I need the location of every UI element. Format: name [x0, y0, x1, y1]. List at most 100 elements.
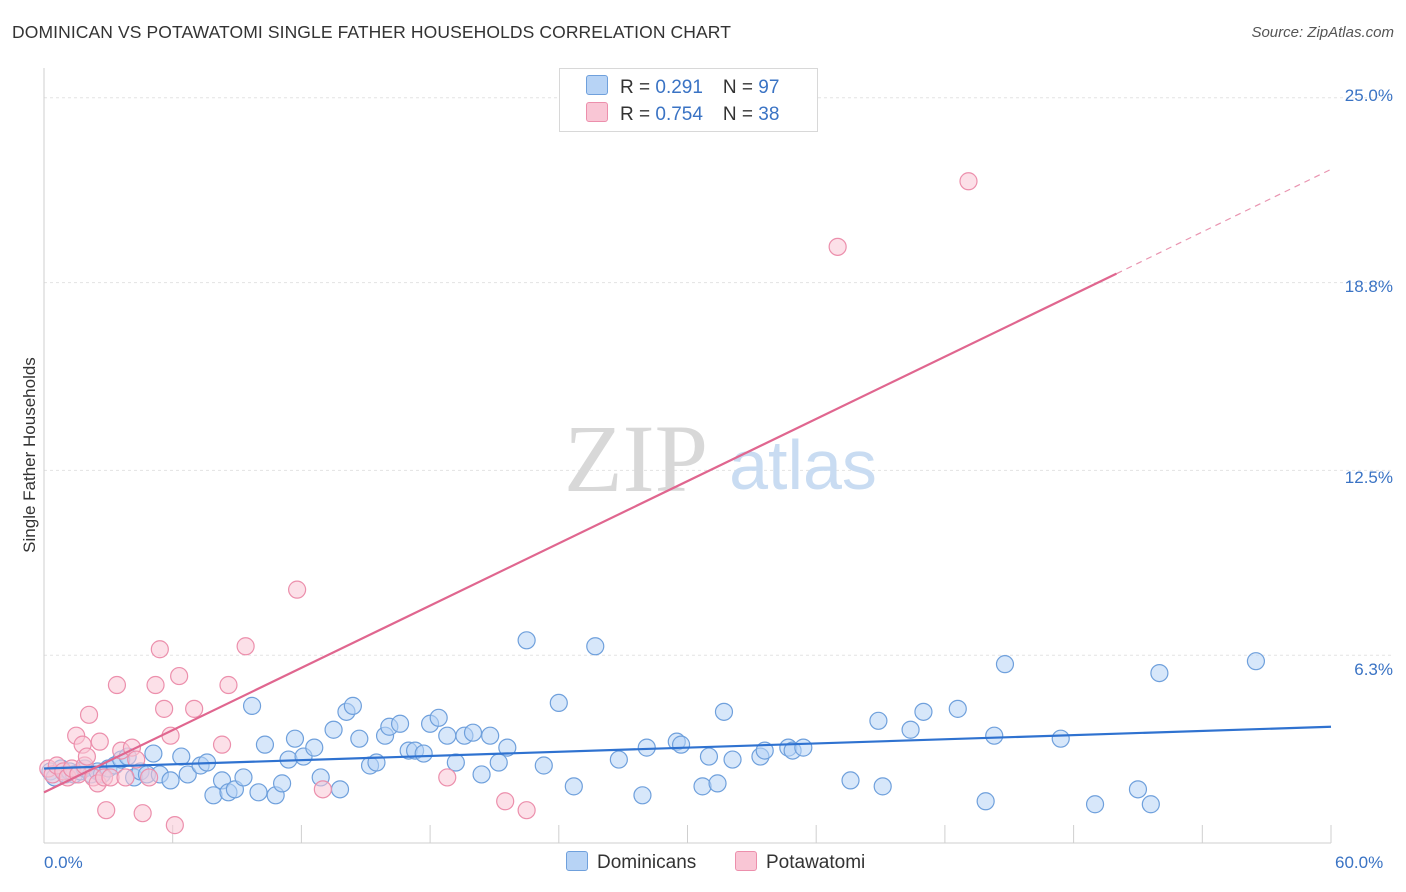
watermark-atlas: atlas	[729, 426, 877, 504]
dominicans-point	[549, 693, 568, 713]
potawatomi-point	[79, 705, 99, 724]
potawatomi-point	[165, 816, 184, 835]
potawatomi-point	[146, 675, 165, 695]
r-value: 0.754	[655, 104, 703, 125]
legend-item-dominicans: Dominicans	[566, 851, 696, 877]
dominicans-point	[255, 735, 275, 754]
y-tick-label: 25.0%	[1344, 86, 1393, 105]
dominicans-point	[324, 720, 343, 739]
potawatomi-point	[959, 172, 978, 191]
dominicans-point	[390, 714, 410, 733]
dominicans-point	[517, 631, 536, 650]
y-tick-label: 12.5%	[1344, 468, 1393, 487]
dominicans-point	[873, 777, 892, 796]
potawatomi-point	[155, 699, 174, 718]
dominicans-point	[794, 738, 813, 757]
watermark: ZIP atlas	[564, 405, 877, 512]
pink-swatch	[735, 851, 757, 871]
dominicans-trend-line	[43, 725, 1332, 770]
x-tick-label: 0.0%	[44, 853, 83, 872]
series-potawatomi	[39, 172, 978, 835]
potawatomi-point	[116, 768, 135, 787]
legend-row-dominicans: R = 0.291 N = 97	[586, 75, 779, 99]
chart-title: DOMINICAN VS POTAWATOMI SINGLE FATHER HO…	[12, 22, 731, 42]
dominicans-point	[901, 720, 920, 739]
n-label: N =	[722, 104, 759, 125]
dominicans-point	[564, 777, 583, 796]
dominicans-point	[633, 786, 652, 805]
x-tick-label: 60.0%	[1335, 853, 1384, 872]
dominicans-point	[472, 765, 491, 784]
dominicans-point	[463, 723, 483, 742]
source-label: Source: ZipAtlas.com	[1251, 24, 1394, 41]
dominicans-point	[714, 702, 734, 721]
dominicans-point	[609, 750, 628, 769]
potawatomi-trend-line	[43, 272, 1117, 794]
dominicans-point	[343, 696, 362, 715]
potawatomi-point	[107, 675, 127, 695]
legend-label: Dominicans	[597, 852, 697, 873]
dominicans-point	[204, 786, 223, 805]
n-value: 38	[758, 104, 780, 125]
dominicans-point	[1051, 729, 1070, 748]
dominicans-point	[637, 738, 656, 757]
trend-lines	[43, 168, 1332, 794]
dominicans-point	[161, 771, 180, 790]
potawatomi-point	[438, 768, 457, 787]
potawatomi-point	[170, 666, 189, 686]
r-label: R =	[620, 77, 656, 98]
dominicans-point	[1246, 652, 1266, 671]
dominicans-point	[976, 792, 995, 811]
dominicans-point	[1128, 780, 1148, 799]
dominicans-point	[272, 774, 292, 793]
dominicans-point	[305, 738, 324, 757]
dominicans-point	[1085, 795, 1105, 814]
dominicans-point	[178, 765, 197, 784]
legend-label: Potawatomi	[766, 852, 866, 873]
dominicans-point	[534, 756, 553, 775]
n-value: 97	[758, 77, 780, 98]
dominicans-point	[723, 750, 742, 769]
r-label: R =	[620, 104, 656, 125]
dominicans-point	[144, 744, 163, 763]
watermark-zip: ZIP	[564, 405, 708, 512]
dominicans-point	[429, 708, 448, 727]
dominicans-point	[693, 777, 712, 796]
dominicans-point	[995, 655, 1015, 674]
potawatomi-trend-extension	[1116, 168, 1332, 275]
dominicans-point	[414, 744, 433, 763]
potawatomi-point	[219, 675, 238, 695]
blue-swatch	[586, 75, 608, 95]
potawatomi-point	[185, 699, 204, 718]
dominicans-point	[489, 753, 508, 772]
dominicans-point	[498, 738, 517, 757]
r-value: 0.291	[655, 77, 703, 98]
series-dominicans	[41, 631, 1266, 814]
potawatomi-point	[288, 580, 307, 599]
potawatomi-point	[496, 792, 515, 811]
potawatomi-point	[212, 735, 232, 754]
potawatomi-point	[90, 732, 109, 751]
dominicans-point	[249, 783, 268, 802]
dominicans-point	[708, 774, 727, 793]
potawatomi-point	[828, 237, 847, 256]
potawatomi-point	[161, 726, 180, 745]
dominicans-point	[285, 729, 305, 748]
pink-swatch	[586, 102, 608, 122]
dominicans-point	[172, 747, 191, 766]
stats-legend: R = 0.291 N = 97 R = 0.754 N = 38	[559, 68, 818, 132]
dominicans-point	[948, 699, 967, 718]
potawatomi-point	[133, 804, 152, 823]
potawatomi-point	[150, 640, 169, 659]
dominicans-point	[242, 696, 262, 715]
y-tick-label: 6.3%	[1354, 660, 1393, 679]
y-tick-label: 18.8%	[1344, 277, 1393, 296]
dominicans-point	[438, 726, 457, 745]
dominicans-point	[841, 771, 860, 790]
n-label: N =	[722, 77, 759, 98]
dominicans-point	[699, 747, 719, 766]
legend-item-potawatomi: Potawatomi	[735, 851, 865, 877]
potawatomi-point	[97, 801, 116, 820]
blue-swatch	[566, 851, 588, 871]
